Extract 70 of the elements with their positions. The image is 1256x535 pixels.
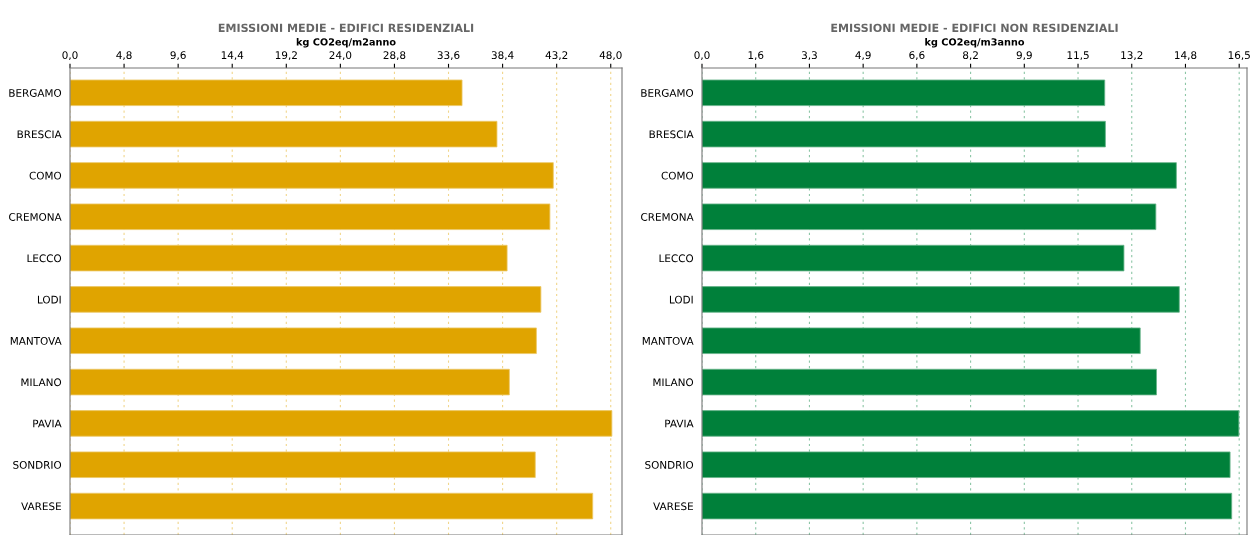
- x-tick-label: 16,5: [1228, 51, 1250, 61]
- x-tick-label: 13,2: [1121, 51, 1143, 61]
- x-tick-label: 38,4: [491, 51, 514, 61]
- y-tick-label: VARESE: [21, 502, 61, 511]
- x-tick-label: 28,8: [383, 51, 406, 61]
- bar: [702, 286, 1180, 313]
- x-tick-label: 11,5: [1067, 51, 1089, 61]
- bar: [70, 410, 613, 437]
- y-tick-label: MANTOVA: [10, 336, 62, 345]
- y-tick-label: LECCO: [27, 254, 62, 263]
- y-tick-label: PAVIA: [33, 419, 62, 428]
- x-tick-label: 3,3: [801, 51, 817, 61]
- x-tick-label: 9,6: [170, 51, 186, 61]
- bar: [70, 368, 510, 396]
- bar: [70, 120, 498, 148]
- x-tick-label: 6,6: [909, 51, 925, 61]
- bar: [70, 162, 554, 189]
- bar: [702, 327, 1141, 354]
- bar: [70, 244, 508, 272]
- y-tick-label: CREMONA: [9, 213, 62, 221]
- y-tick-label: LECCO: [659, 254, 694, 263]
- y-tick-label: MILANO: [21, 378, 62, 387]
- x-tick-label: 14,8: [1175, 51, 1197, 61]
- x-tick-label: 0,0: [694, 51, 710, 61]
- y-tick-label: SONDRIO: [645, 460, 694, 469]
- y-tick-label: BRESCIA: [17, 130, 62, 139]
- chart-title: EMISSIONI MEDIE - EDIFICI RESIDENZIALI: [218, 23, 474, 33]
- bar: [70, 79, 463, 107]
- y-tick-label: VARESE: [653, 502, 693, 511]
- y-tick-label: LODI: [669, 295, 693, 304]
- y-tick-label: MILANO: [653, 378, 694, 387]
- x-tick-label: 1,6: [748, 51, 764, 61]
- bar: [702, 120, 1106, 148]
- y-tick-label: LODI: [37, 295, 61, 304]
- y-tick-label: MANTOVA: [642, 336, 694, 345]
- y-tick-label: BRESCIA: [649, 130, 694, 139]
- bar: [702, 162, 1177, 189]
- bar: [702, 410, 1240, 437]
- bar: [702, 368, 1157, 396]
- bar: [702, 492, 1233, 520]
- x-tick-label: 48,0: [599, 51, 622, 61]
- bar: [70, 451, 536, 478]
- bar: [702, 203, 1157, 231]
- bar: [702, 79, 1106, 107]
- bar: [702, 451, 1231, 478]
- chart-title: EMISSIONI MEDIE - EDIFICI NON RESIDENZIALI: [831, 23, 1118, 33]
- bar: [70, 286, 542, 313]
- x-axis-title: kg CO2eq/m2anno: [296, 38, 396, 48]
- x-tick-label: 33,6: [437, 51, 460, 61]
- y-tick-label: COMO: [661, 171, 694, 180]
- x-tick-label: 24,0: [329, 51, 352, 61]
- x-axis-title: kg CO2eq/m3anno: [925, 38, 1025, 48]
- x-tick-label: 43,2: [545, 51, 568, 61]
- bar: [70, 492, 594, 520]
- x-tick-label: 14,4: [221, 51, 244, 61]
- y-tick-label: PAVIA: [665, 419, 694, 428]
- bar: [70, 327, 537, 354]
- y-tick-label: BERGAMO: [641, 89, 694, 97]
- bar: [70, 203, 551, 231]
- y-tick-label: BERGAMO: [9, 89, 62, 97]
- x-tick-label: 4,9: [855, 51, 871, 61]
- x-tick-label: 8,2: [963, 51, 978, 61]
- y-tick-label: COMO: [29, 171, 62, 180]
- y-tick-label: CREMONA: [641, 213, 694, 221]
- x-tick-label: 9,9: [1016, 51, 1032, 61]
- bar: [702, 244, 1125, 272]
- y-tick-label: SONDRIO: [13, 460, 62, 469]
- x-tick-label: 0,0: [62, 51, 78, 61]
- x-tick-label: 19,2: [275, 51, 297, 61]
- x-tick-label: 4,8: [116, 51, 132, 61]
